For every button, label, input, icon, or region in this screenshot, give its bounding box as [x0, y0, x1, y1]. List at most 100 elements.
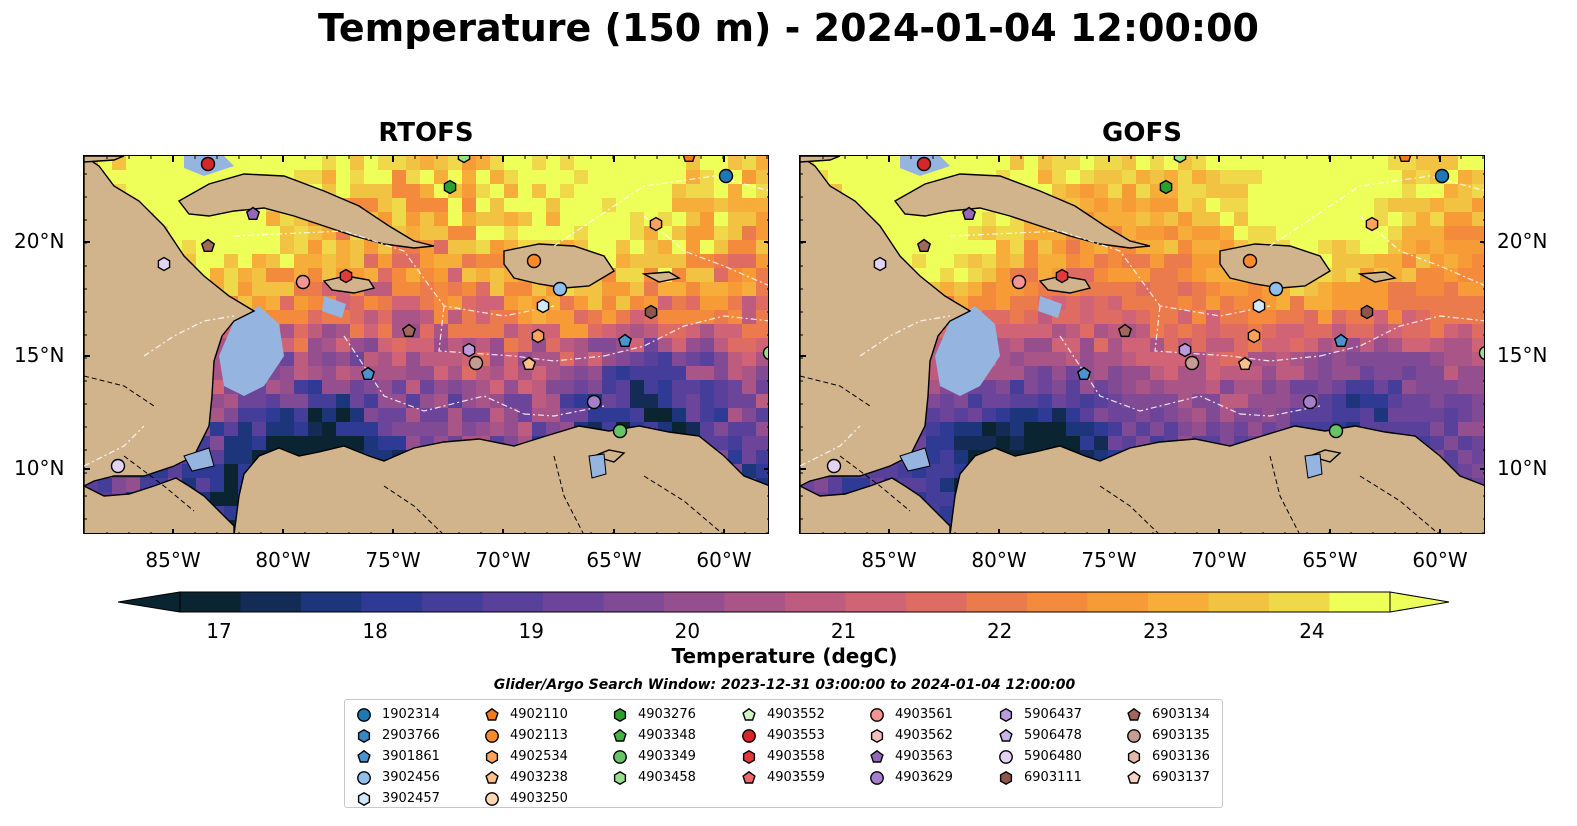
pentagon-marker-icon — [485, 707, 499, 721]
hexagon-marker-icon — [613, 770, 627, 785]
circle-marker-icon — [613, 749, 627, 764]
legend-item-label: 3901861 — [382, 749, 440, 764]
legend-item: 5906437 — [997, 704, 1082, 725]
float-marker — [1360, 304, 1374, 320]
float-marker — [200, 156, 216, 172]
legend-item-label: 4903552 — [767, 707, 825, 722]
pentagon-marker-icon — [1127, 707, 1141, 721]
colorbar-tick-label: 21 — [830, 619, 857, 643]
circle-marker-icon — [870, 770, 884, 785]
circle-marker-icon — [357, 707, 371, 722]
float-marker — [1184, 355, 1200, 371]
float-marker — [1478, 346, 1484, 360]
float-marker — [1055, 268, 1069, 284]
land-masses — [84, 156, 768, 533]
lon-tick-label: 85°W — [145, 548, 201, 572]
legend-item: 4903238 — [483, 767, 568, 788]
float-marker — [762, 346, 768, 360]
float-marker — [462, 342, 476, 358]
lake — [1304, 453, 1323, 479]
colorbar-segment — [240, 592, 302, 612]
colorbar-segment — [785, 592, 847, 612]
temperature-map — [800, 156, 1484, 533]
pentagon-marker-icon — [870, 749, 884, 763]
hexagon-marker-icon — [357, 791, 371, 806]
hexagon-marker-icon — [870, 728, 884, 743]
colorbar-min-extension — [117, 591, 181, 613]
pentagon-marker-icon — [999, 728, 1013, 742]
circle-marker-icon — [870, 770, 884, 785]
legend-item-label: 4902534 — [510, 749, 568, 764]
hexagon-marker-icon — [999, 707, 1013, 722]
eez-boundaries — [84, 175, 768, 467]
colorbar-segment — [180, 592, 242, 612]
circle-marker-icon — [485, 791, 499, 806]
legend-item: 4903458 — [611, 767, 696, 788]
legend-item: 4902534 — [483, 746, 568, 767]
float-marker — [401, 323, 417, 337]
legend-item-label: 4902110 — [510, 707, 568, 722]
pentagon-marker-icon — [1127, 770, 1141, 784]
legend-column: 1902314 2903766 3901861 3902456 3902457 — [355, 704, 440, 809]
legend-item-label: 3902456 — [382, 770, 440, 785]
hexagon-marker-icon — [357, 791, 371, 806]
legend-item: 4903559 — [740, 767, 825, 788]
float-markers — [826, 156, 1484, 474]
circle-marker-icon — [357, 707, 371, 722]
pentagon-marker-icon — [613, 728, 627, 742]
legend-item-label: 4903458 — [638, 770, 696, 785]
colorbar-segment — [906, 592, 968, 612]
hexagon-marker-icon — [999, 707, 1013, 722]
pentagon-marker-icon — [870, 749, 884, 763]
legend-item: 4903563 — [868, 746, 953, 767]
float-marker — [1159, 179, 1173, 195]
legend-item: 4903629 — [868, 767, 953, 788]
circle-marker-icon — [613, 749, 627, 764]
lon-tick-label: 65°W — [586, 548, 642, 572]
map-panel-gofs — [799, 155, 1485, 534]
legend-item-label: 4903238 — [510, 770, 568, 785]
float-marker — [245, 206, 261, 220]
legend-title: Glider/Argo Search Window: 2023-12-31 03… — [493, 677, 1076, 693]
legend-item-label: 4903558 — [767, 749, 825, 764]
circle-marker-icon — [485, 728, 499, 743]
colorbar-gradient — [117, 591, 1450, 613]
legend-item-label: 4903349 — [638, 749, 696, 764]
legend-item: 6903134 — [1125, 704, 1210, 725]
pentagon-marker-icon — [742, 707, 756, 721]
lat-tick-label: 20°N — [14, 229, 65, 253]
lon-tick-label: 75°W — [1081, 548, 1137, 572]
colorbar-segment — [422, 592, 484, 612]
lake — [183, 447, 215, 472]
float-marker — [526, 253, 542, 269]
float-marker — [1398, 156, 1412, 162]
pentagon-marker-icon — [742, 770, 756, 784]
legend-item: 4903553 — [740, 725, 825, 746]
float-marker — [1011, 274, 1027, 290]
circle-marker-icon — [999, 749, 1013, 764]
eez-boundaries — [800, 175, 1484, 467]
legend-item-label: 4903348 — [638, 728, 696, 743]
legend-item-label: 6903137 — [1152, 770, 1210, 785]
legend-item: 4902113 — [483, 725, 568, 746]
legend-column: 4903561 4903562 4903563 4903629 — [868, 704, 953, 788]
lat-tick-label: 15°N — [14, 343, 65, 367]
float-marker — [1242, 253, 1258, 269]
colorbar-segment — [1329, 592, 1391, 612]
float-marker — [1434, 168, 1450, 184]
map-panel-rtofs — [83, 155, 769, 534]
legend-item-label: 4903561 — [895, 707, 953, 722]
legend-item: 6903136 — [1125, 746, 1210, 767]
float-marker — [1333, 333, 1349, 347]
hexagon-marker-icon — [357, 728, 371, 743]
float-marker — [468, 355, 484, 371]
legend-item: 4903349 — [611, 746, 696, 767]
pentagon-marker-icon — [742, 707, 756, 721]
colorbar — [117, 591, 1450, 613]
lon-tick-label: 80°W — [255, 548, 311, 572]
legend-item: 1902314 — [355, 704, 440, 725]
float-marker — [1302, 394, 1318, 410]
legend: 1902314 2903766 3901861 3902456 3902457 49021… — [344, 699, 1223, 808]
float-marker — [157, 256, 171, 272]
colorbar-tick-label: 22 — [986, 619, 1013, 643]
